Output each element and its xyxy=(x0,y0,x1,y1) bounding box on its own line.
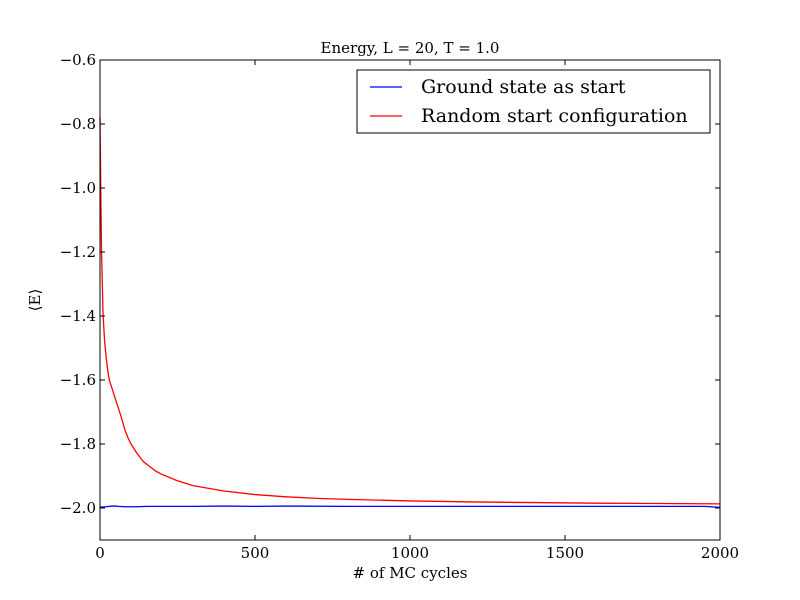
y-tick-label: −1.0 xyxy=(60,179,96,197)
x-tick-label: 2000 xyxy=(701,544,739,562)
legend-label-ground-state: Ground state as start xyxy=(421,76,626,98)
y-tick-label: −1.4 xyxy=(60,307,96,325)
y-tick-label: −1.2 xyxy=(60,243,96,261)
chart-title: Energy, L = 20, T = 1.0 xyxy=(321,39,500,57)
legend-box xyxy=(356,69,711,134)
plot-frame xyxy=(99,59,721,541)
y-tick-labels: −0.6 −0.8 −1.0 −1.2 −1.4 −1.6 −1.8 −2.0 xyxy=(60,51,96,517)
legend: Ground state as start Random start confi… xyxy=(356,69,711,134)
x-tick-label: 1500 xyxy=(546,544,584,562)
plot-background xyxy=(100,60,720,540)
x-tick-label: 500 xyxy=(241,544,270,562)
plot-area xyxy=(99,59,721,541)
x-axis-label: # of MC cycles xyxy=(353,564,468,582)
y-tick-label: −2.0 xyxy=(60,499,96,517)
legend-label-random-start: Random start configuration xyxy=(421,105,688,127)
y-tick-label: −1.8 xyxy=(60,435,96,453)
x-tick-label: 1000 xyxy=(391,544,429,562)
x-tick-labels: 0 500 1000 1500 2000 xyxy=(95,544,739,562)
y-tick-label: −0.6 xyxy=(60,51,96,69)
series-line-ground-state xyxy=(100,505,721,509)
x-tick-label: 0 xyxy=(95,544,105,562)
y-tick-label: −0.8 xyxy=(60,115,96,133)
series-layer xyxy=(99,117,721,509)
series-line-random-start xyxy=(99,117,721,505)
y-tick-label: −1.6 xyxy=(60,371,96,389)
y-axis-label: ⟨E⟩ xyxy=(26,289,44,312)
